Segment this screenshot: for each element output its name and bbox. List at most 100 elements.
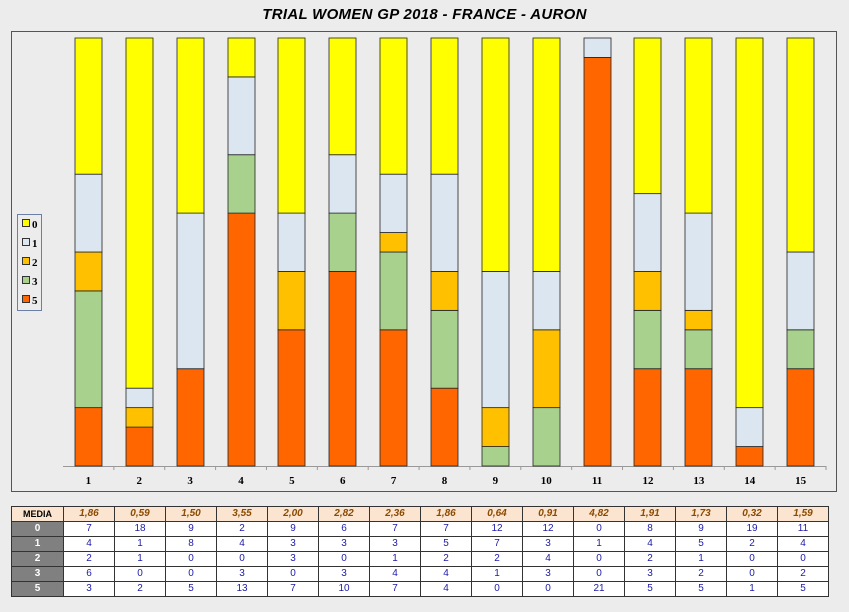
bar-segment-5-1 — [277, 212, 306, 272]
count-cell-5-4: 13 — [216, 581, 268, 597]
count-cell-1-12: 4 — [624, 536, 676, 552]
x-tick-label-14: 14 — [744, 475, 756, 487]
count-cell-3-9: 1 — [471, 566, 523, 582]
x-tick-label-5: 5 — [289, 475, 295, 487]
count-cell-3-1: 6 — [63, 566, 115, 582]
media-cell-1: 1,86 — [63, 506, 115, 522]
x-tick-label-3: 3 — [187, 475, 193, 487]
count-cell-5-7: 7 — [369, 581, 421, 597]
bar-segment-13-1 — [684, 212, 713, 311]
count-cell-1-3: 8 — [165, 536, 217, 552]
bar-segment-12-0 — [633, 37, 662, 195]
bar-segment-13-0 — [684, 37, 713, 214]
bar-segment-8-1 — [430, 173, 459, 272]
chart-title: TRIAL WOMEN GP 2018 - FRANCE - AURON — [262, 6, 587, 23]
count-cell-2-7: 1 — [369, 551, 421, 567]
bar-segment-4-0 — [227, 37, 256, 78]
count-cell-3-6: 3 — [318, 566, 370, 582]
count-cell-2-5: 3 — [267, 551, 319, 567]
count-cell-5-8: 4 — [420, 581, 472, 597]
legend-swatch-3 — [22, 276, 30, 284]
count-cell-0-10: 12 — [522, 521, 574, 537]
count-cell-3-4: 3 — [216, 566, 268, 582]
bar-segment-9-1 — [481, 271, 510, 409]
legend-swatch-1 — [22, 238, 30, 246]
bar-segment-9-2 — [481, 407, 510, 447]
bar-segment-7-2 — [379, 232, 408, 253]
count-cell-2-4: 0 — [216, 551, 268, 567]
count-cell-2-13: 1 — [675, 551, 727, 567]
count-cell-0-9: 12 — [471, 521, 523, 537]
bar-segment-14-0 — [735, 37, 764, 409]
count-cell-1-8: 5 — [420, 536, 472, 552]
bar-segment-11-5 — [583, 57, 612, 467]
bar-segment-14-5 — [735, 446, 764, 467]
count-cell-1-14: 2 — [726, 536, 778, 552]
count-cell-1-9: 7 — [471, 536, 523, 552]
count-cell-2-3: 0 — [165, 551, 217, 567]
stacked-bar-chart: 1 2 3 4 5 6 7 8 9 10 11 12 13 14 15 — [63, 37, 827, 487]
x-tick-label-4: 4 — [238, 475, 244, 487]
legend-item-3: 3 — [22, 276, 38, 288]
count-cell-2-12: 2 — [624, 551, 676, 567]
count-cell-3-7: 4 — [369, 566, 421, 582]
count-cell-3-15: 2 — [777, 566, 829, 582]
legend-label-2: 2 — [32, 257, 38, 269]
bar-segment-1-1 — [74, 173, 103, 253]
bar-segment-4-3 — [227, 154, 256, 214]
table-row-media: MEDIA 1,86 0,59 1,50 3,55 2,00 2,82 2,36 1,86 0,6… — [11, 506, 829, 522]
bar-segment-5-5 — [277, 329, 306, 467]
legend-item-2: 2 — [22, 257, 38, 269]
bar-segment-10-3 — [532, 407, 561, 467]
count-cell-2-8: 2 — [420, 551, 472, 567]
bar-segment-9-0 — [481, 37, 510, 272]
legend-swatch-0 — [22, 219, 30, 227]
x-tick-label-13: 13 — [693, 475, 705, 487]
table-row-label: 1 — [11, 536, 64, 552]
x-tick-label-7: 7 — [391, 475, 397, 487]
bar-segment-8-3 — [430, 309, 459, 389]
bar-segment-4-1 — [227, 76, 256, 156]
legend-label-5: 5 — [32, 295, 38, 307]
count-cell-0-8: 7 — [420, 521, 472, 537]
bar-segment-13-3 — [684, 329, 713, 370]
legend-item-0: 0 — [22, 219, 38, 231]
bar-segment-10-0 — [532, 37, 561, 272]
x-tick-label-11: 11 — [592, 475, 602, 487]
bar-segment-1-3 — [74, 290, 103, 409]
count-cell-1-4: 4 — [216, 536, 268, 552]
count-cell-3-12: 3 — [624, 566, 676, 582]
media-cell-2: 0,59 — [114, 506, 166, 522]
legend-item-1: 1 — [22, 238, 38, 250]
bar-segment-7-3 — [379, 251, 408, 331]
count-cell-1-11: 1 — [573, 536, 625, 552]
count-cell-0-14: 19 — [726, 521, 778, 537]
count-cell-1-15: 4 — [777, 536, 829, 552]
count-cell-0-12: 8 — [624, 521, 676, 537]
table-row-label: 3 — [11, 566, 64, 582]
bar-segment-13-5 — [684, 368, 713, 467]
count-cell-1-6: 3 — [318, 536, 370, 552]
table-row-0: 0 7 18 9 2 9 6 7 7 12 12 0 8 9 19 11 — [11, 521, 829, 537]
count-cell-2-9: 2 — [471, 551, 523, 567]
count-cell-3-10: 3 — [522, 566, 574, 582]
count-cell-0-7: 7 — [369, 521, 421, 537]
media-cell-3: 1,50 — [165, 506, 217, 522]
media-cell-4: 3,55 — [216, 506, 268, 522]
bar-segment-2-0 — [125, 37, 154, 389]
bar-segment-3-5 — [176, 368, 205, 467]
count-cell-0-1: 7 — [63, 521, 115, 537]
legend: 0 1 2 3 5 — [17, 214, 42, 311]
bar-segment-9-3 — [481, 446, 510, 467]
count-cell-3-11: 0 — [573, 566, 625, 582]
bar-segment-4-5 — [227, 212, 256, 467]
bar-segment-13-2 — [684, 309, 713, 331]
count-cell-1-13: 5 — [675, 536, 727, 552]
bar-segment-15-0 — [786, 37, 815, 253]
media-cell-15: 1,59 — [777, 506, 829, 522]
count-cell-2-2: 1 — [114, 551, 166, 567]
bar-segment-7-0 — [379, 37, 408, 175]
count-cell-5-3: 5 — [165, 581, 217, 597]
count-cell-2-10: 4 — [522, 551, 574, 567]
